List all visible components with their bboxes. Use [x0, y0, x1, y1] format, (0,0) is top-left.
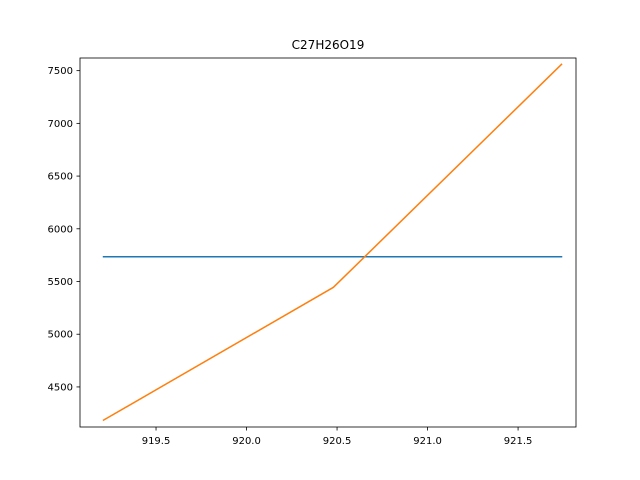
y-tick-label: 6500 [48, 172, 73, 183]
series-layer [102, 63, 563, 422]
chart-title: C27H26O19 [292, 38, 365, 52]
axes-layer: 919.5 920.0 920.5 921.0 921.5 4500 5000 5500 600… [48, 57, 577, 447]
y-tick-label: 6000 [48, 224, 73, 235]
x-tick-label: 919.5 [142, 436, 171, 447]
y-tick-label: 5500 [48, 277, 73, 288]
x-tick-label: 921.5 [504, 436, 533, 447]
y-tick-label: 7000 [48, 119, 73, 130]
y-tick-label: 7500 [48, 66, 73, 77]
y-tick-label: 4500 [48, 382, 73, 393]
x-tick-label: 921.0 [413, 436, 442, 447]
x-tick-label: 920.0 [232, 436, 261, 447]
series-line-2 [102, 63, 563, 422]
plot-frame [79, 57, 577, 428]
y-tick-label: 5000 [48, 330, 73, 341]
x-tick-label: 920.5 [323, 436, 352, 447]
